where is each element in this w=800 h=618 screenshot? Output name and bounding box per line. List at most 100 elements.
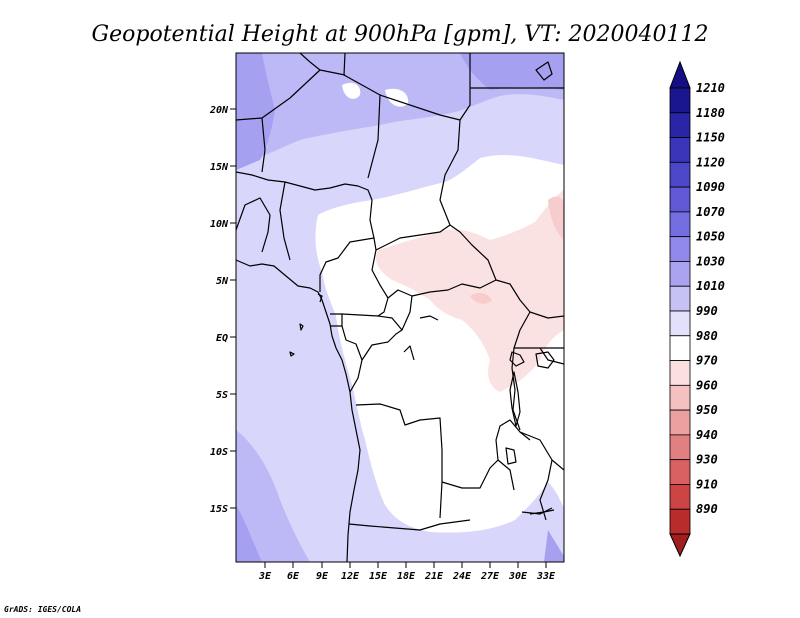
coastline [236,259,361,562]
field-980-band [375,190,564,392]
colorbar-segment [669,484,691,510]
lon-tick-label: 33E [536,571,556,582]
border [521,507,553,515]
field-1030-band [236,430,310,562]
colorbar-segment [669,335,691,361]
lat-tick-label: 5S [216,390,228,401]
lat-tick-label: EQ [216,333,228,344]
software-credit: GrADS: IGES/COLA [4,605,81,614]
river [403,345,415,361]
colorbar-level-label: 970 [696,354,718,368]
colorbar-segment [669,186,691,213]
colorbar-segment [669,434,691,461]
border [279,181,291,261]
border [529,311,564,319]
lat-tick-label: 15S [210,504,228,515]
colorbar-segment [669,87,691,114]
colorbar-top-triangle [669,60,691,89]
lat-tick-label: 20N [209,105,229,116]
lon-tick-label: 18E [397,571,416,582]
map-panel: 20N 15N 10N 5N EQ 5S 10S 15S 3E 6E 9E 12… [209,52,565,582]
field-1050-band [236,505,262,562]
political-boundaries [236,53,564,562]
height-field [236,53,564,562]
colorbar-segment [669,137,691,163]
colorbar-segment [669,211,691,238]
lake [509,351,525,367]
longitude-axis: 3E 6E 9E 12E 15E 18E 21E 24E 27E 30E 33E [258,562,556,582]
lake [535,351,555,369]
map-frame [235,52,565,563]
border [341,325,363,393]
colorbar-level-label: 1090 [696,180,725,194]
colorbar-segment [669,310,691,337]
colorbar-segment [669,236,691,262]
colorbar-level-label: 930 [696,453,718,467]
lon-tick-label: 21E [424,571,444,582]
border [319,199,375,292]
lake [505,447,517,465]
border [355,403,443,519]
border [367,94,381,179]
colorbar-level-label: 950 [696,403,718,417]
colorbar-labels: 1210 1180 1150 1120 1090 1070 1050 1030 1010 990 9… [696,81,725,516]
colorbar-segment [669,261,691,287]
river [317,293,323,303]
border [375,224,451,251]
border [330,313,343,327]
lon-tick-label: 9E [316,571,329,582]
border [387,279,497,299]
lon-tick-label: 3E [258,571,272,582]
island [299,323,304,331]
colorbar-segment [669,360,691,386]
latitude-axis: 20N 15N 10N 5N EQ 5S 10S 15S [209,105,236,515]
colorbar-segment [669,384,691,411]
colorbar-segment [669,508,691,535]
border [261,117,266,173]
border [299,53,346,76]
border [341,295,413,331]
colorbar-level-label: 960 [696,378,718,392]
field-1050-band [544,530,564,562]
border [539,347,564,365]
colorbar-level-label: 1180 [696,106,725,120]
river [419,315,439,321]
lon-tick-label: 30E [508,571,528,582]
lon-tick-label: 24E [452,571,472,582]
field-1050-band [236,53,275,170]
lake [529,509,555,515]
lon-tick-label: 6E [287,571,300,582]
colorbar-segment [669,285,691,312]
colorbar-level-label: 990 [696,304,718,318]
colorbar-level-label: 1210 [696,81,725,95]
field-1050-band [460,53,564,90]
colorbar-level-label: 980 [696,329,718,343]
lon-tick-label: 12E [341,571,360,582]
border [236,197,271,253]
border [439,119,531,313]
lat-tick-label: 10N [210,219,229,230]
field-970-band [548,196,564,240]
colorbar-level-label: 1120 [696,155,725,169]
colorbar: 1210 1180 1150 1120 1090 1070 1050 1030 1010 990 9… [669,60,725,558]
border [495,419,531,461]
border [361,329,403,361]
field-white-island [342,82,361,99]
lon-tick-label: 27E [480,571,500,582]
colorbar-level-label: 1150 [696,131,725,145]
lon-tick-label: 15E [369,571,388,582]
colorbar-level-label: 1010 [696,279,725,293]
island [289,351,295,357]
colorbar-level-label: 1050 [696,230,725,244]
lat-tick-label: 5N [216,276,229,287]
lat-tick-label: 15N [210,162,229,173]
field-970-band [470,293,492,304]
colorbar-level-label: 1070 [696,205,725,219]
colorbar-bottom-triangle [669,533,691,558]
border [441,459,515,491]
colorbar-segment [669,112,691,138]
border [236,69,321,121]
colorbar-segment [669,409,691,436]
colorbar-level-label: 910 [696,477,718,491]
